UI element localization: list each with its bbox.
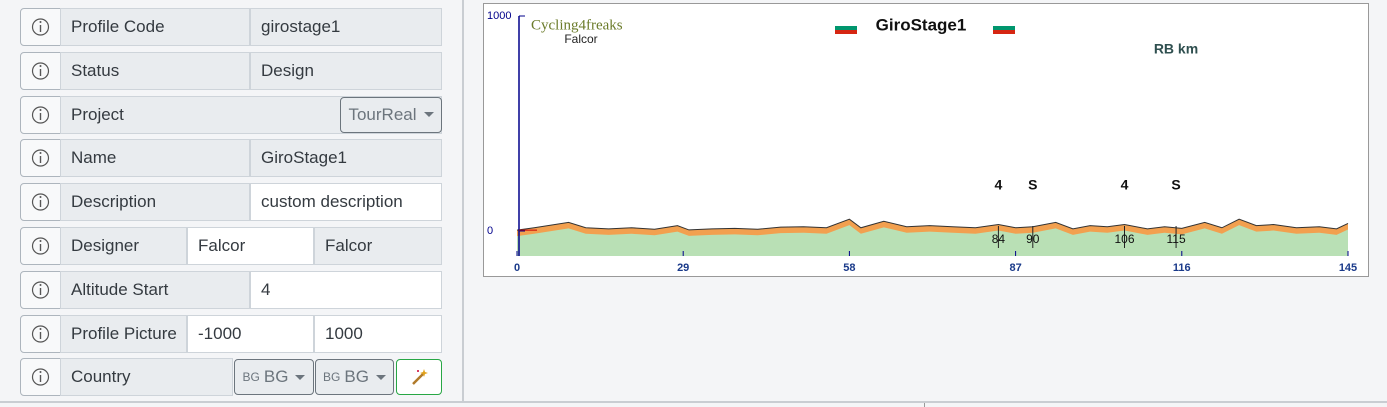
info-button[interactable]: [20, 227, 61, 265]
elevation-area: [517, 225, 1348, 256]
dropdown[interactable]: BG BG: [315, 359, 394, 396]
dropdown-label: TourReal: [348, 104, 417, 124]
dropdown[interactable]: TourReal: [340, 96, 442, 133]
code: BG: [323, 370, 341, 385]
marker-label: 4: [1121, 177, 1129, 193]
x-tick-label: 0: [514, 262, 520, 274]
dropdown-label: BG: [344, 367, 369, 387]
chart-title: GiroStage1: [876, 15, 967, 34]
label: Designer: [60, 227, 187, 265]
marker-label: 4: [995, 177, 1003, 193]
label: Name: [60, 139, 250, 178]
label: Profile Code: [60, 8, 250, 46]
profile-chart: 1000 0 Cycling4freaks Falcor GiroStage1 …: [483, 3, 1369, 277]
field[interactable]: GiroStage1: [250, 139, 442, 178]
info-button[interactable]: [20, 8, 61, 46]
field[interactable]: Falcor: [187, 227, 314, 265]
field[interactable]: Design: [250, 51, 442, 90]
panel-divider: [462, 0, 464, 402]
info-button[interactable]: [20, 358, 61, 397]
author: Falcor: [564, 32, 597, 46]
marker-km: 84: [992, 232, 1006, 246]
x-tick-label: 116: [1173, 262, 1191, 274]
marker-label: S: [1171, 177, 1180, 193]
x-tick-label: 58: [843, 262, 855, 274]
info-button[interactable]: [20, 183, 61, 222]
bottom-border: [0, 401, 1387, 403]
flag: [835, 22, 857, 34]
y-tick-label: 1000: [487, 10, 511, 22]
info-button[interactable]: [20, 95, 61, 134]
wand-button[interactable]: [396, 359, 442, 396]
marker-km: 90: [1026, 232, 1040, 246]
x-tick-label: 29: [677, 262, 689, 274]
marker-km: 115: [1166, 232, 1185, 246]
info-button[interactable]: [20, 139, 61, 178]
bottom-divider: [924, 403, 925, 407]
field[interactable]: girostage1: [250, 8, 442, 46]
field[interactable]: Falcor: [314, 227, 442, 265]
label: Description: [60, 183, 250, 222]
dropdown-label: BG: [263, 367, 289, 387]
elevation-line: [516, 218, 1349, 231]
label: Profile Picture: [60, 314, 187, 353]
label: Altitude Start: [60, 270, 250, 309]
field[interactable]: -1000: [187, 314, 314, 353]
field[interactable]: 4: [250, 270, 442, 309]
marker-label: S: [1028, 177, 1037, 193]
info-button[interactable]: [20, 314, 61, 353]
field[interactable]: custom description: [250, 183, 442, 222]
subtitle: RB km: [1154, 41, 1198, 57]
flag: [993, 22, 1015, 34]
y-tick-label: 0: [487, 225, 493, 237]
marker-km: 106: [1114, 232, 1134, 246]
field[interactable]: 1000: [314, 314, 442, 353]
label: Status: [60, 51, 250, 90]
logo: Cycling4freaks: [531, 17, 623, 33]
code: BG: [242, 370, 260, 385]
x-tick-label: 87: [1009, 262, 1021, 274]
label: Country: [60, 358, 233, 397]
x-tick-label: 145: [1339, 262, 1357, 274]
info-button[interactable]: [20, 51, 61, 90]
dropdown[interactable]: BG BG: [234, 359, 314, 396]
info-button[interactable]: [20, 270, 61, 309]
